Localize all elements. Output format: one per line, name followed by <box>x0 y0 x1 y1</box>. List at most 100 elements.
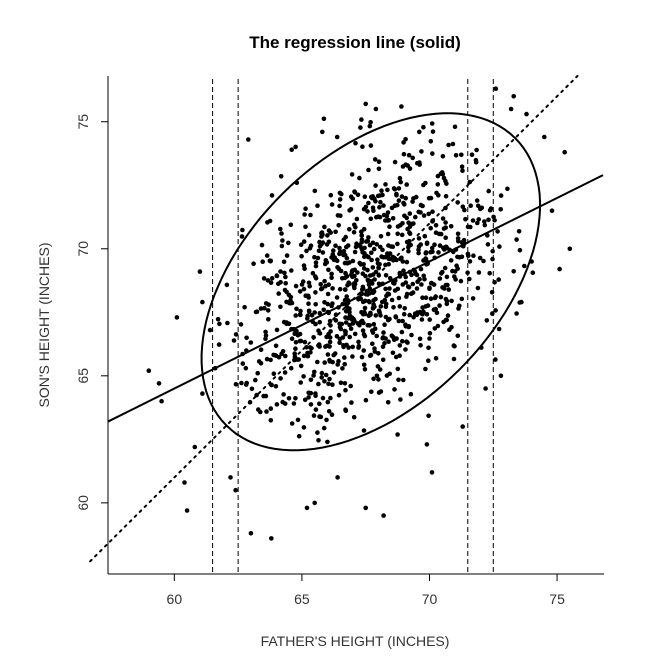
data-point <box>445 282 450 288</box>
data-point <box>317 344 322 349</box>
data-point <box>406 152 412 158</box>
data-point <box>421 124 426 130</box>
data-point <box>279 231 284 236</box>
data-point <box>317 319 323 325</box>
y-axis-ticks: 60 65 70 75 <box>75 114 108 511</box>
data-point <box>470 296 476 301</box>
data-point <box>381 330 386 335</box>
data-point <box>567 246 573 252</box>
data-point <box>433 294 439 299</box>
data-point <box>286 240 291 246</box>
data-point <box>391 334 396 340</box>
data-point <box>352 281 358 287</box>
data-point <box>420 203 425 209</box>
data-point <box>475 285 481 291</box>
data-point <box>217 321 222 327</box>
data-point <box>443 225 449 230</box>
data-point <box>498 193 504 198</box>
data-point <box>324 260 330 265</box>
data-point <box>233 332 239 337</box>
data-point <box>320 129 325 135</box>
data-point <box>319 375 325 380</box>
data-point <box>427 331 433 336</box>
data-point <box>508 106 514 112</box>
data-point <box>395 366 401 372</box>
data-point <box>406 248 411 254</box>
data-point <box>455 231 461 237</box>
data-point <box>393 315 399 320</box>
data-point <box>244 335 249 341</box>
data-point <box>428 296 434 302</box>
data-point <box>421 258 426 263</box>
data-point <box>370 341 375 347</box>
data-point <box>274 273 280 279</box>
data-point <box>392 387 397 392</box>
data-point <box>370 195 376 200</box>
data-point <box>313 407 319 412</box>
data-point <box>468 203 474 208</box>
data-point <box>415 310 420 315</box>
data-point <box>243 382 249 387</box>
data-point <box>489 290 495 295</box>
data-point <box>400 282 406 287</box>
data-point <box>452 124 458 130</box>
data-point <box>353 224 358 230</box>
data-point <box>174 315 180 320</box>
data-point <box>433 356 439 361</box>
data-point <box>264 356 270 362</box>
data-point <box>312 369 317 375</box>
data-point <box>330 286 335 291</box>
data-point <box>299 282 305 287</box>
data-point <box>391 280 396 286</box>
data-point <box>451 343 457 348</box>
data-point <box>313 263 319 269</box>
data-point <box>216 342 222 347</box>
data-point <box>361 332 367 337</box>
data-point <box>366 200 371 206</box>
data-point <box>362 194 368 199</box>
data-point <box>200 391 205 396</box>
data-point <box>301 286 307 292</box>
data-point <box>311 373 316 378</box>
data-point <box>350 354 355 359</box>
data-point <box>327 376 332 382</box>
data-point <box>306 395 311 400</box>
data-point <box>348 383 354 389</box>
data-point <box>459 296 465 302</box>
data-point <box>447 327 452 333</box>
data-point <box>373 296 378 302</box>
data-point <box>465 270 470 276</box>
data-point <box>360 311 366 317</box>
data-point <box>269 536 274 541</box>
data-point <box>405 284 411 289</box>
plot-area: 60 65 70 75 60 65 70 75 <box>75 75 604 607</box>
data-point <box>381 513 386 518</box>
y-tick-label: 60 <box>75 495 91 511</box>
data-point <box>476 217 482 222</box>
data-point <box>380 344 386 350</box>
data-point <box>225 320 230 326</box>
data-point <box>379 254 384 259</box>
data-point <box>417 336 423 342</box>
data-point <box>342 355 347 360</box>
data-point <box>312 310 318 315</box>
data-point <box>390 350 396 356</box>
data-point <box>408 391 414 397</box>
data-point <box>274 327 280 333</box>
data-point <box>337 340 342 346</box>
data-point <box>325 399 331 405</box>
data-point <box>418 242 424 247</box>
data-point <box>549 208 555 213</box>
data-point <box>384 213 390 219</box>
data-point <box>361 262 366 267</box>
data-point <box>437 303 442 308</box>
data-point <box>333 243 338 248</box>
data-point <box>231 338 237 343</box>
data-point <box>269 382 274 388</box>
data-point <box>436 193 441 198</box>
data-point <box>396 295 402 301</box>
data-point <box>326 267 331 273</box>
data-point <box>319 231 324 236</box>
data-point <box>363 397 369 403</box>
x-axis-label: FATHER'S HEIGHT (INCHES) <box>261 633 450 649</box>
